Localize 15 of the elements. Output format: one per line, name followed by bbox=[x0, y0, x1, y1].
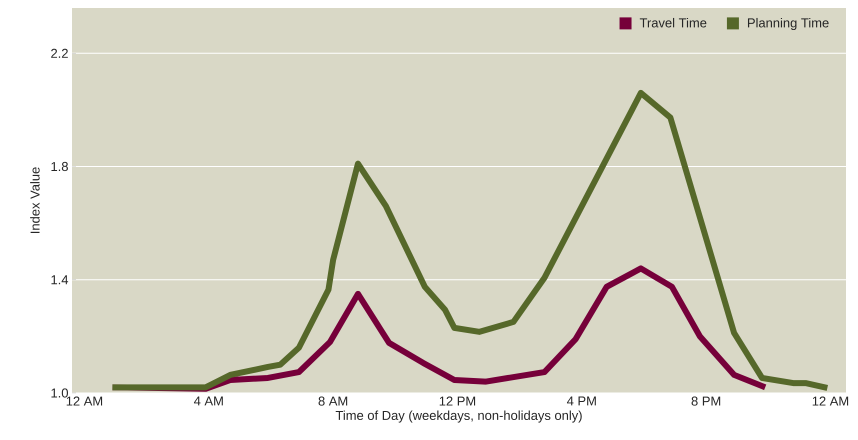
x-tick-label: 8 PM bbox=[692, 396, 720, 406]
legend-label: Travel Time bbox=[640, 18, 706, 28]
x-axis-title: Time of Day (weekdays, non-holidays only) bbox=[336, 410, 582, 423]
x-tick-label: 12 AM bbox=[66, 396, 102, 406]
y-axis-title: Index Value bbox=[30, 167, 40, 234]
x-tick-label: 4 PM bbox=[566, 396, 596, 406]
y-tick-label: 1.8 bbox=[51, 162, 68, 172]
x-tick-label: 4 AM bbox=[194, 396, 223, 406]
y-tick-label: 1.4 bbox=[51, 275, 68, 284]
x-tick-label: 12 AM bbox=[812, 396, 848, 406]
legend-label: Planning Time bbox=[748, 18, 829, 30]
y-tick-label: 2.2 bbox=[51, 48, 68, 58]
x-tick-label: 8 AM bbox=[318, 396, 348, 406]
x-tick-label: 12 PM bbox=[440, 396, 476, 406]
y-tick-label: 1.0 bbox=[51, 388, 68, 398]
